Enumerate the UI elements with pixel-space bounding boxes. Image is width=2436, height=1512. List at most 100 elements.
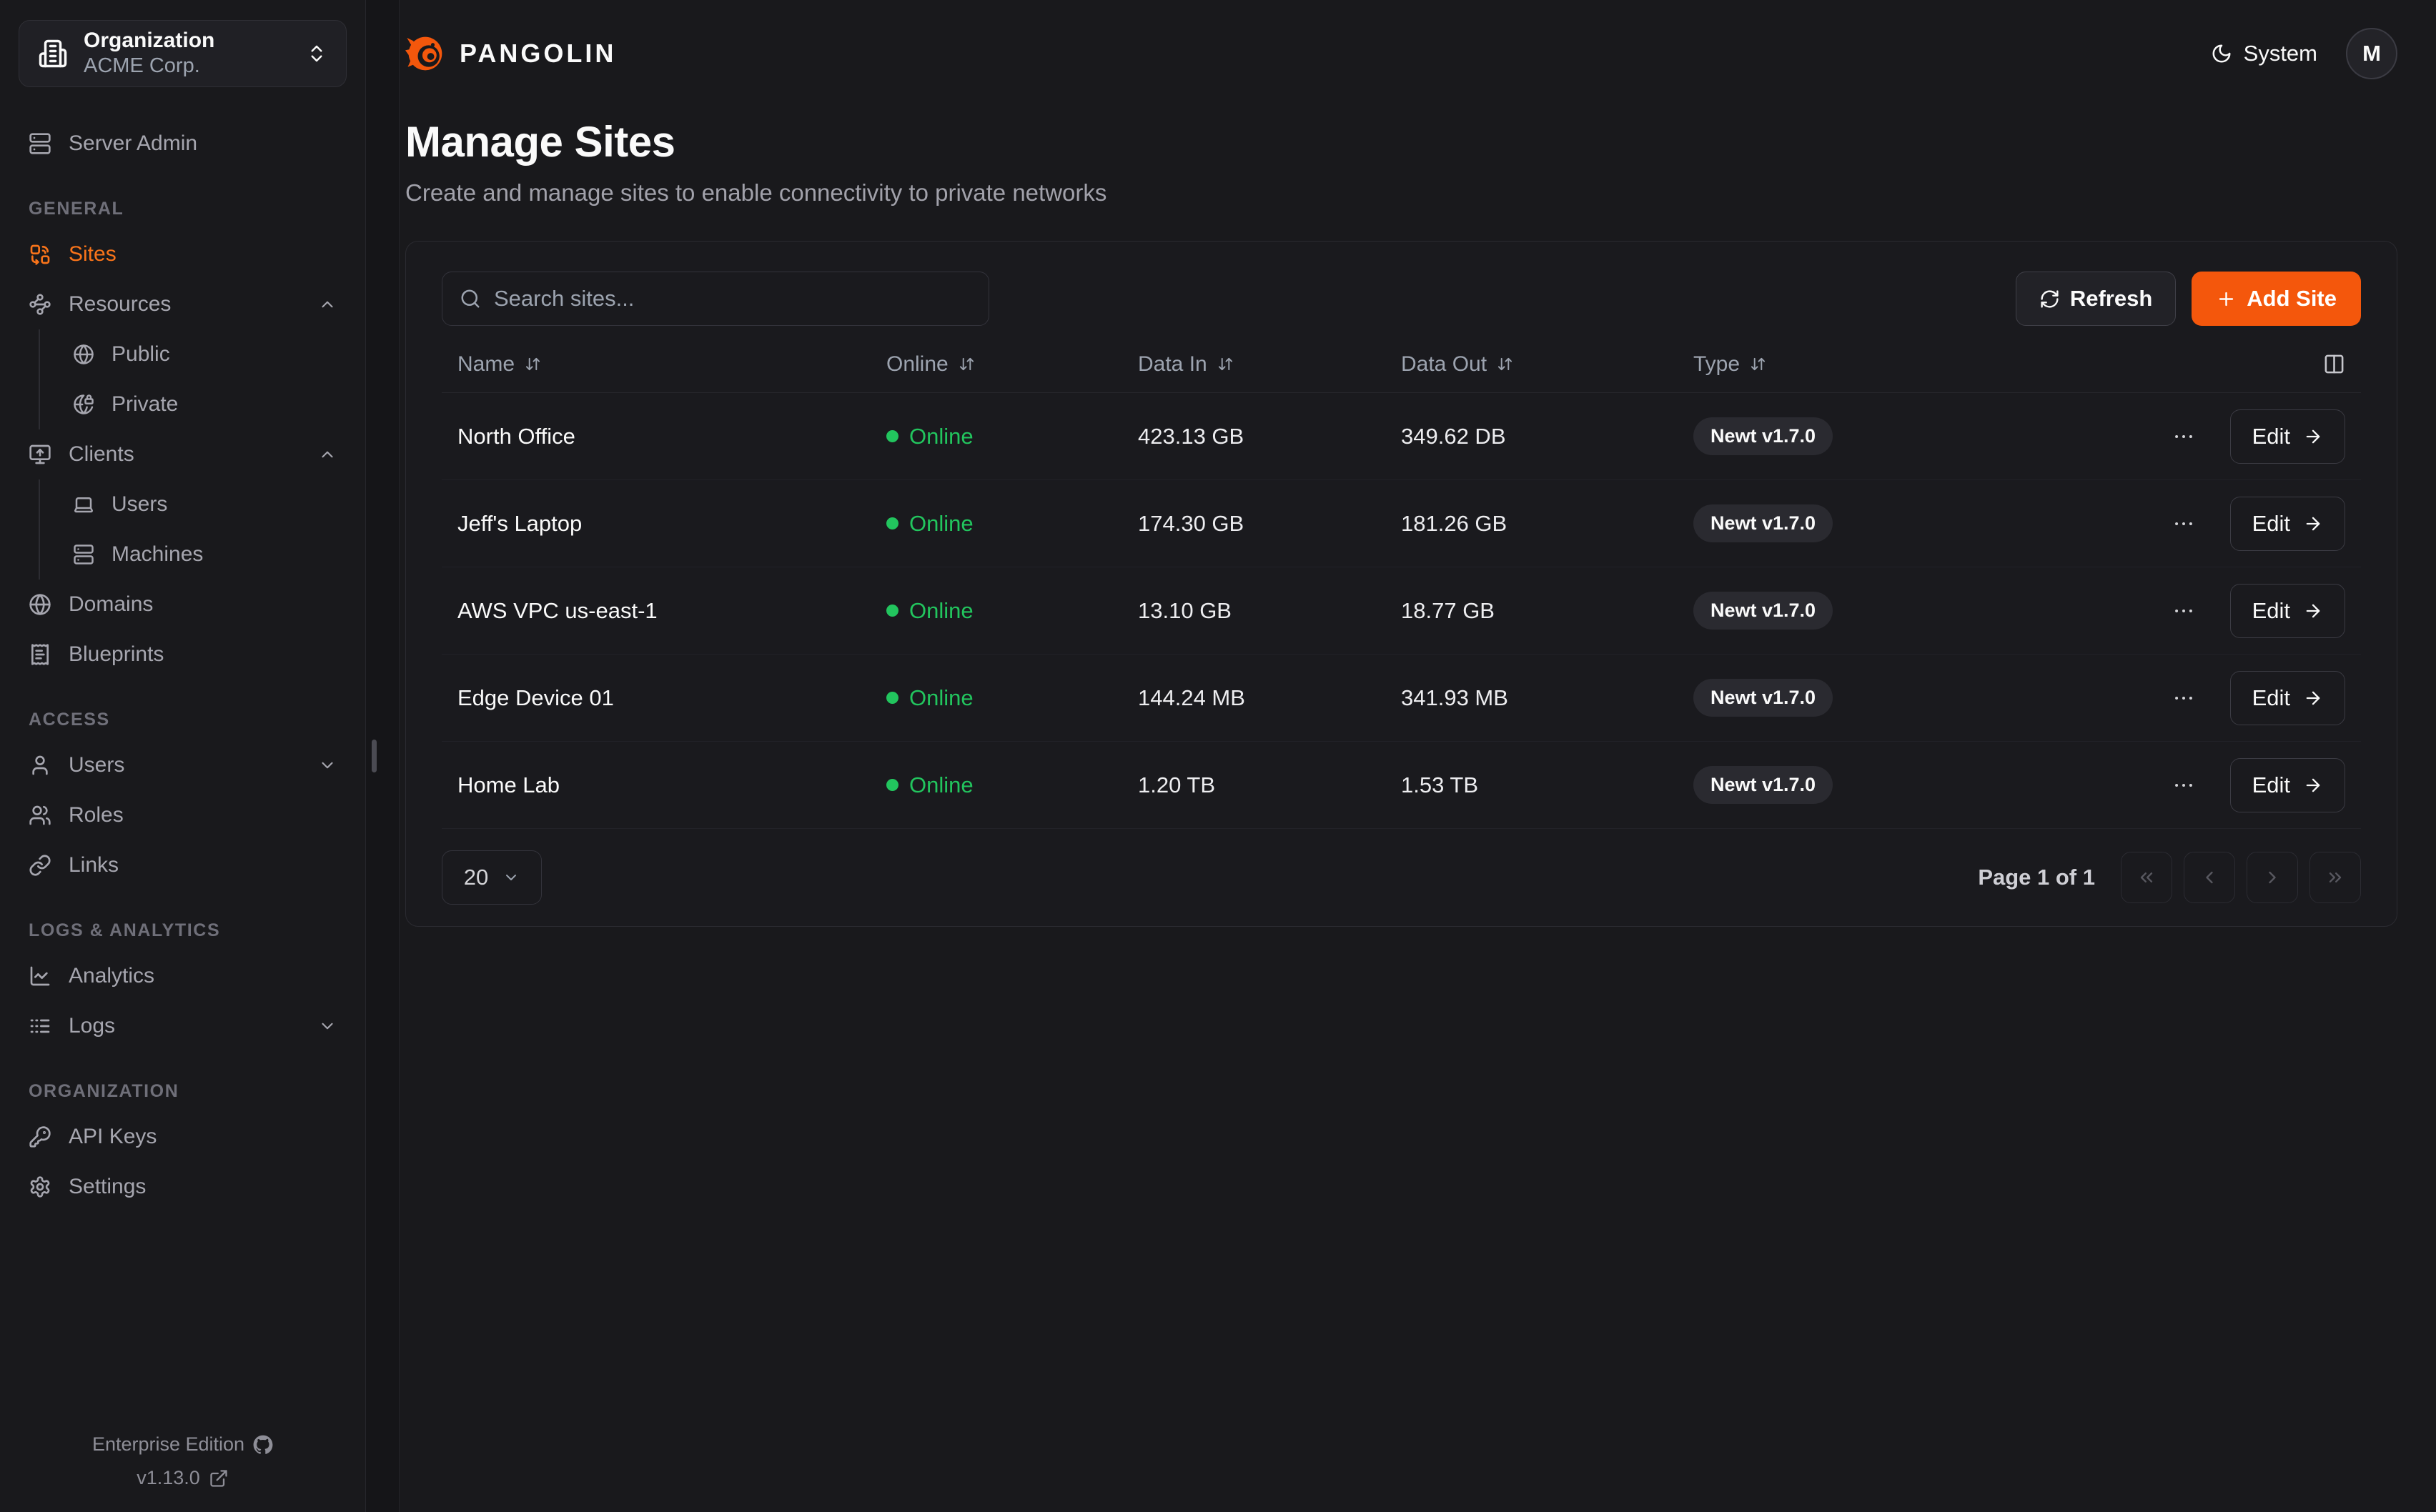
- row-menu-button[interactable]: [2172, 512, 2196, 536]
- org-switcher[interactable]: Organization ACME Corp.: [19, 20, 347, 87]
- avatar-initial: M: [2362, 41, 2381, 66]
- waypoints-icon: [29, 293, 51, 316]
- chevron-right-icon: [2262, 867, 2282, 887]
- sidebar-item-machines[interactable]: Machines: [40, 531, 347, 578]
- sidebar-item-client-users[interactable]: Users: [40, 481, 347, 528]
- server-icon: [73, 544, 94, 565]
- plus-icon: [2216, 289, 2237, 309]
- site-data-in: 423.13 GB: [1138, 423, 1244, 449]
- column-header-name[interactable]: Name: [457, 352, 886, 377]
- edit-button[interactable]: Edit: [2229, 670, 2345, 725]
- sort-icon: [525, 356, 541, 372]
- sidebar-item-server-admin[interactable]: Server Admin: [19, 120, 347, 167]
- sort-icon: [1497, 356, 1513, 372]
- edit-button[interactable]: Edit: [2229, 757, 2345, 812]
- sidebar-item-domains[interactable]: Domains: [19, 581, 347, 628]
- pangolin-logo-icon: [405, 34, 445, 74]
- site-data-out: 349.62 DB: [1401, 423, 1506, 449]
- site-name: Jeff's Laptop: [457, 510, 583, 536]
- sidebar-item-public[interactable]: Public: [40, 331, 347, 378]
- building-icon: [38, 39, 68, 69]
- sidebar-item-label: Clients: [69, 442, 134, 466]
- sidebar-item-label: Private: [112, 392, 179, 416]
- sidebar-item-label: Users: [69, 753, 125, 777]
- arrow-right-icon: [2303, 427, 2323, 447]
- user-icon: [29, 754, 51, 777]
- main-content: PANGOLIN System M Manage Sites Create an…: [400, 0, 2436, 1512]
- prev-page-button[interactable]: [2184, 852, 2235, 903]
- row-menu-button[interactable]: [2172, 599, 2196, 623]
- online-dot: [886, 605, 898, 617]
- sort-icon: [959, 356, 975, 372]
- edit-button[interactable]: Edit: [2229, 409, 2345, 464]
- column-header-data-in[interactable]: Data In: [1138, 352, 1401, 377]
- server-icon: [29, 132, 51, 155]
- page-info: Page 1 of 1: [1978, 865, 2095, 890]
- sidebar-item-clients[interactable]: Clients: [19, 431, 347, 478]
- add-site-button[interactable]: Add Site: [2192, 272, 2361, 326]
- chevrons-up-down-icon: [306, 43, 327, 64]
- chevron-down-icon: [502, 869, 520, 886]
- globe-icon: [73, 344, 94, 365]
- column-visibility-button[interactable]: [2323, 353, 2345, 375]
- site-data-in: 13.10 GB: [1138, 597, 1232, 623]
- theme-label: System: [2243, 41, 2317, 66]
- sidebar-item-users[interactable]: Users: [19, 742, 347, 789]
- table-toolbar: Refresh Add Site: [442, 272, 2361, 326]
- theme-toggle[interactable]: System: [2211, 41, 2317, 66]
- site-data-out: 341.93 MB: [1401, 685, 1508, 710]
- sidebar-item-links[interactable]: Links: [19, 842, 347, 889]
- sidebar-item-analytics[interactable]: Analytics: [19, 953, 347, 1000]
- page-subtitle: Create and manage sites to enable connec…: [405, 179, 1107, 206]
- edit-button[interactable]: Edit: [2229, 583, 2345, 638]
- sidebar-item-blueprints[interactable]: Blueprints: [19, 631, 347, 678]
- brand-name: PANGOLIN: [460, 39, 617, 68]
- edit-button[interactable]: Edit: [2229, 496, 2345, 551]
- avatar[interactable]: M: [2346, 28, 2397, 79]
- refresh-button[interactable]: Refresh: [2015, 272, 2177, 326]
- page-size-select[interactable]: 20: [442, 850, 542, 905]
- row-menu-button[interactable]: [2172, 773, 2196, 797]
- type-badge: Newt v1.7.0: [1693, 766, 1833, 804]
- sidebar-item-label: Public: [112, 342, 170, 366]
- refresh-icon: [2039, 289, 2060, 309]
- sidebar-resize-handle[interactable]: [365, 0, 400, 1512]
- column-header-data-out[interactable]: Data Out: [1401, 352, 1693, 377]
- version-line[interactable]: v1.13.0: [137, 1467, 229, 1489]
- clients-submenu: Users Machines: [39, 479, 347, 580]
- sidebar-item-sites[interactable]: Sites: [19, 231, 347, 278]
- sidebar-item-private[interactable]: Private: [40, 381, 347, 428]
- chevron-up-icon: [318, 445, 337, 464]
- ellipsis-icon: [2172, 773, 2196, 797]
- type-badge: Newt v1.7.0: [1693, 504, 1833, 542]
- type-badge: Newt v1.7.0: [1693, 417, 1833, 455]
- table-row: North Office Online 423.13 GB 349.62 DB …: [442, 393, 2361, 480]
- sidebar-item-settings[interactable]: Settings: [19, 1163, 347, 1210]
- column-header-type[interactable]: Type: [1693, 352, 2008, 377]
- sidebar-item-label: Domains: [69, 592, 154, 616]
- next-page-button[interactable]: [2247, 852, 2298, 903]
- sidebar-item-api-keys[interactable]: API Keys: [19, 1113, 347, 1160]
- row-menu-button[interactable]: [2172, 424, 2196, 449]
- resize-grip[interactable]: [372, 740, 377, 772]
- table-header-row: Name Online Data In Data Out Type: [442, 336, 2361, 393]
- sidebar-footer: Enterprise Edition v1.13.0: [19, 1433, 347, 1493]
- online-dot: [886, 692, 898, 704]
- column-header-online[interactable]: Online: [886, 352, 1138, 377]
- sidebar-item-label: Roles: [69, 803, 124, 827]
- search-input[interactable]: [494, 286, 971, 312]
- first-page-button[interactable]: [2121, 852, 2172, 903]
- chevron-down-icon: [318, 756, 337, 775]
- sidebar-item-logs[interactable]: Logs: [19, 1003, 347, 1050]
- table-row: Home Lab Online 1.20 TB 1.53 TB Newt v1.…: [442, 742, 2361, 829]
- last-page-button[interactable]: [2309, 852, 2361, 903]
- online-dot: [886, 517, 898, 529]
- search-box[interactable]: [442, 272, 989, 326]
- sidebar-item-roles[interactable]: Roles: [19, 792, 347, 839]
- chevron-up-icon: [318, 295, 337, 314]
- chevrons-right-icon: [2325, 867, 2345, 887]
- sidebar-item-resources[interactable]: Resources: [19, 281, 347, 328]
- row-menu-button[interactable]: [2172, 686, 2196, 710]
- section-label-logs-analytics: LOGS & ANALYTICS: [29, 920, 221, 940]
- edition-line[interactable]: Enterprise Edition: [92, 1433, 273, 1456]
